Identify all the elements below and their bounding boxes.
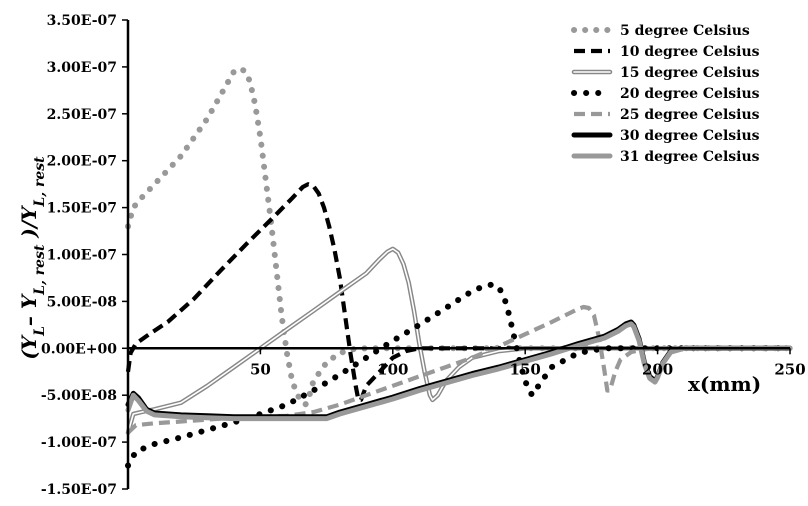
series-15-degree-celsius-path xyxy=(125,246,793,435)
y-tick-label: 1.50E-07 xyxy=(47,201,117,217)
y-tick-label: -1.50E-07 xyxy=(41,482,117,498)
legend: 5 degree Celsius 10 degree Celsius 15 degr… xyxy=(571,23,760,165)
series-10-degree-celsius-path xyxy=(125,182,790,402)
legend-label: 20 degree Celsius xyxy=(620,86,760,102)
series-31-degree-celsius-line xyxy=(125,321,793,422)
axes-layer: 3.50E-07 3.00E-07 2.50E-07 2.00E-07 1.50E-07… xyxy=(41,13,806,498)
x-axis-label: x(mm) xyxy=(688,372,761,396)
y-tick-label: 2.50E-07 xyxy=(47,107,117,123)
y-tick-label: 1.00E-07 xyxy=(47,248,117,264)
legend-item-30-degree-celsius: 30 degree Celsius xyxy=(571,128,760,144)
y-tick-label: 3.50E-07 xyxy=(47,13,117,29)
y-tick-label: -5.00E-08 xyxy=(41,388,117,404)
legend-label: 5 degree Celsius xyxy=(620,23,750,39)
x-tick-label: 250 xyxy=(774,360,805,378)
legend-label: 25 degree Celsius xyxy=(620,107,760,123)
legend-item-15-degree-celsius: 15 degree Celsius xyxy=(571,65,760,81)
y-tick-label: 2.00E-07 xyxy=(47,154,117,170)
y-tick-label: -1.00E-07 xyxy=(41,435,117,451)
x-tick-label: 150 xyxy=(510,360,541,378)
y-tick-label: 5.00E-08 xyxy=(47,294,117,310)
legend-label: 31 degree Celsius xyxy=(620,149,760,165)
legend-label: 10 degree Celsius xyxy=(620,44,760,60)
series-31-degree-celsius-path xyxy=(125,321,793,422)
legend-item-20-degree-celsius: 20 degree Celsius xyxy=(571,86,760,102)
x-tick-label: 200 xyxy=(642,360,673,378)
legend-label: 15 degree Celsius xyxy=(620,65,760,81)
series-15-degree-celsius-line xyxy=(125,246,793,435)
series-10-degree-celsius-line xyxy=(125,182,790,402)
legend-label: 30 degree Celsius xyxy=(620,128,760,144)
y-axis-label: (YL– YL, rest )/YL, rest xyxy=(17,156,48,360)
series-25-degree-celsius-line xyxy=(126,304,790,435)
legend-item-31-degree-celsius: 31 degree Celsius xyxy=(571,149,760,165)
legend-item-10-degree-celsius: 10 degree Celsius xyxy=(574,44,760,60)
y-tick-label: 3.00E-07 xyxy=(47,60,117,76)
x-tick-label: 50 xyxy=(250,360,271,378)
legend-item-5-degree-celsius: 5 degree Celsius xyxy=(571,23,750,39)
y-tick-label: 0.00E+00 xyxy=(41,341,117,357)
series-25-degree-celsius-path xyxy=(126,304,790,435)
legend-item-25-degree-celsius: 25 degree Celsius xyxy=(574,107,760,123)
x-tick-label: 100 xyxy=(377,360,408,378)
series-15-degree-celsius-path-inner xyxy=(127,248,791,434)
